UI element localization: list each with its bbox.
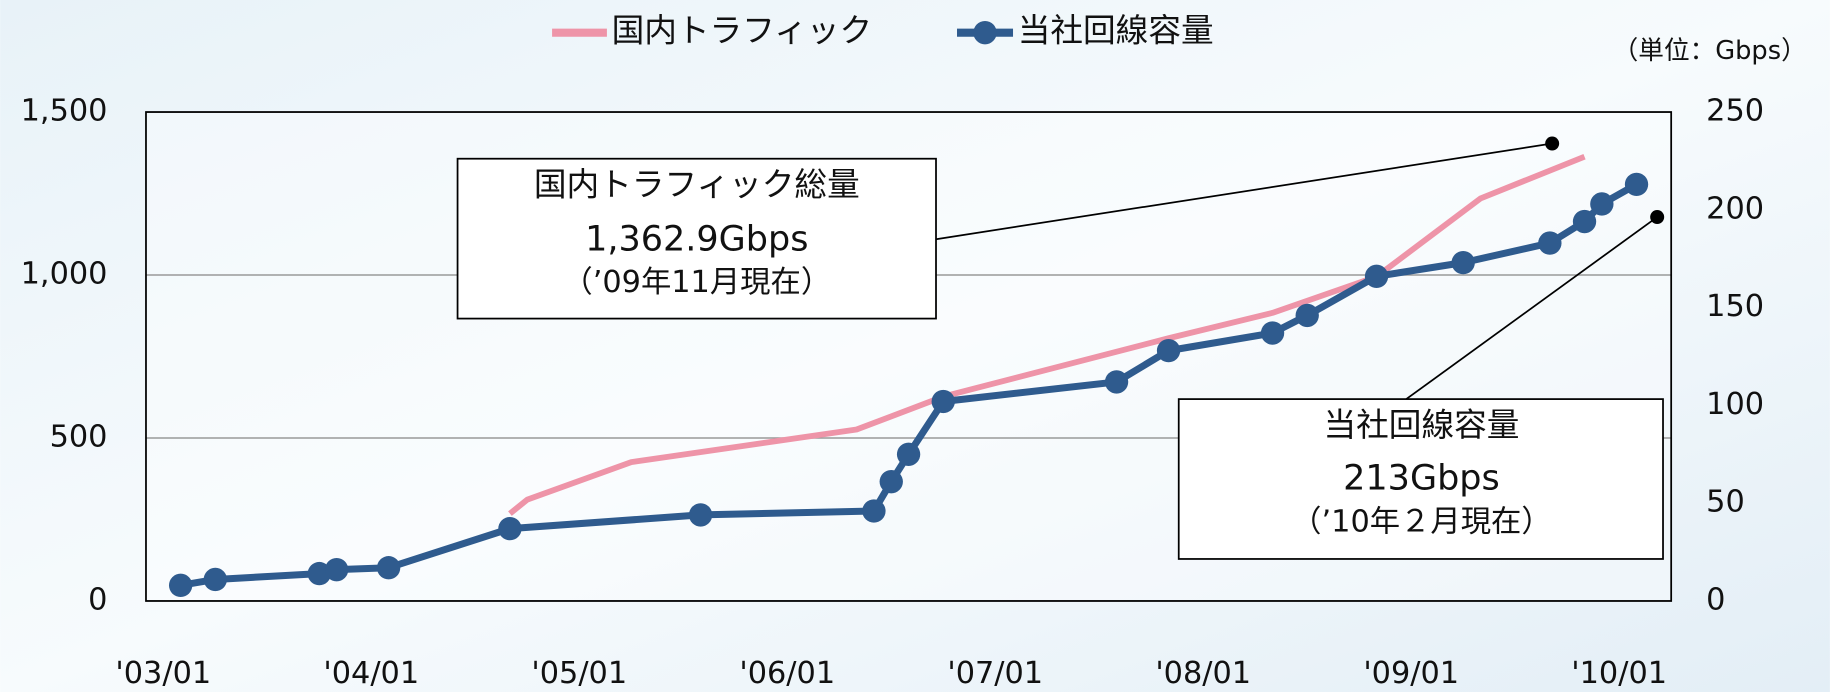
y-tick-label: 1,500 <box>21 94 108 129</box>
data-point <box>862 499 885 522</box>
data-point <box>1625 173 1648 196</box>
data-point <box>1105 370 1128 393</box>
data-point <box>169 574 192 597</box>
data-point <box>1590 192 1613 215</box>
x-tick-label: '05/01 <box>531 656 627 691</box>
data-point <box>1296 304 1319 327</box>
y-tick-label: 0 <box>88 582 107 617</box>
annotation-text: 当社回線容量 <box>1323 406 1519 444</box>
legend-label: 国内トラフィック <box>612 12 873 50</box>
data-point <box>689 503 712 526</box>
annotation-text: 国内トラフィック総量 <box>534 166 860 204</box>
data-point <box>932 390 955 413</box>
legend-marker <box>973 21 996 44</box>
annotation-text: 1,362.9Gbps <box>585 219 808 259</box>
data-point <box>1365 265 1388 288</box>
data-point <box>1538 231 1561 254</box>
data-point <box>325 558 348 581</box>
data-point <box>1157 339 1180 362</box>
annotation-text: （’10年２月現在） <box>1291 504 1552 539</box>
y2-tick-label: 250 <box>1706 94 1764 129</box>
x-tick-label: '07/01 <box>947 656 1043 691</box>
leader-dot <box>1650 210 1664 224</box>
unit-label: （単位：Gbps） <box>1613 36 1807 66</box>
x-tick-label: '08/01 <box>1155 656 1251 691</box>
data-point <box>880 470 903 493</box>
y-tick-label: 500 <box>50 419 108 454</box>
x-tick-label: '09/01 <box>1363 656 1459 691</box>
x-tick-label: '10/01 <box>1571 656 1667 691</box>
x-tick-label: '06/01 <box>739 656 835 691</box>
y2-tick-label: 200 <box>1706 191 1764 226</box>
x-tick-label: '04/01 <box>323 656 419 691</box>
annotation-text: 213Gbps <box>1343 459 1500 499</box>
annotation-text: （’09年11月現在） <box>562 265 831 300</box>
y-tick-label: 1,000 <box>21 257 108 292</box>
y2-tick-label: 150 <box>1706 289 1764 324</box>
data-point <box>1573 210 1596 233</box>
y2-tick-label: 100 <box>1706 387 1764 422</box>
data-point <box>498 517 521 540</box>
page: {"chart_data": {"type": "line", "unit_la… <box>0 0 1830 692</box>
data-point <box>204 568 227 591</box>
data-point <box>1261 321 1284 344</box>
data-point <box>897 443 920 466</box>
data-point <box>377 556 400 579</box>
y2-tick-label: 50 <box>1706 485 1745 520</box>
chart: （単位：Gbps） 国内トラフィック総量 1,362.9Gbps （’09年11… <box>0 0 1830 692</box>
y2-tick-label: 0 <box>1706 582 1725 617</box>
legend-label: 当社回線容量 <box>1018 12 1214 50</box>
leader-dot <box>1545 137 1559 151</box>
x-tick-label: '03/01 <box>115 656 211 691</box>
data-point <box>1452 251 1475 274</box>
